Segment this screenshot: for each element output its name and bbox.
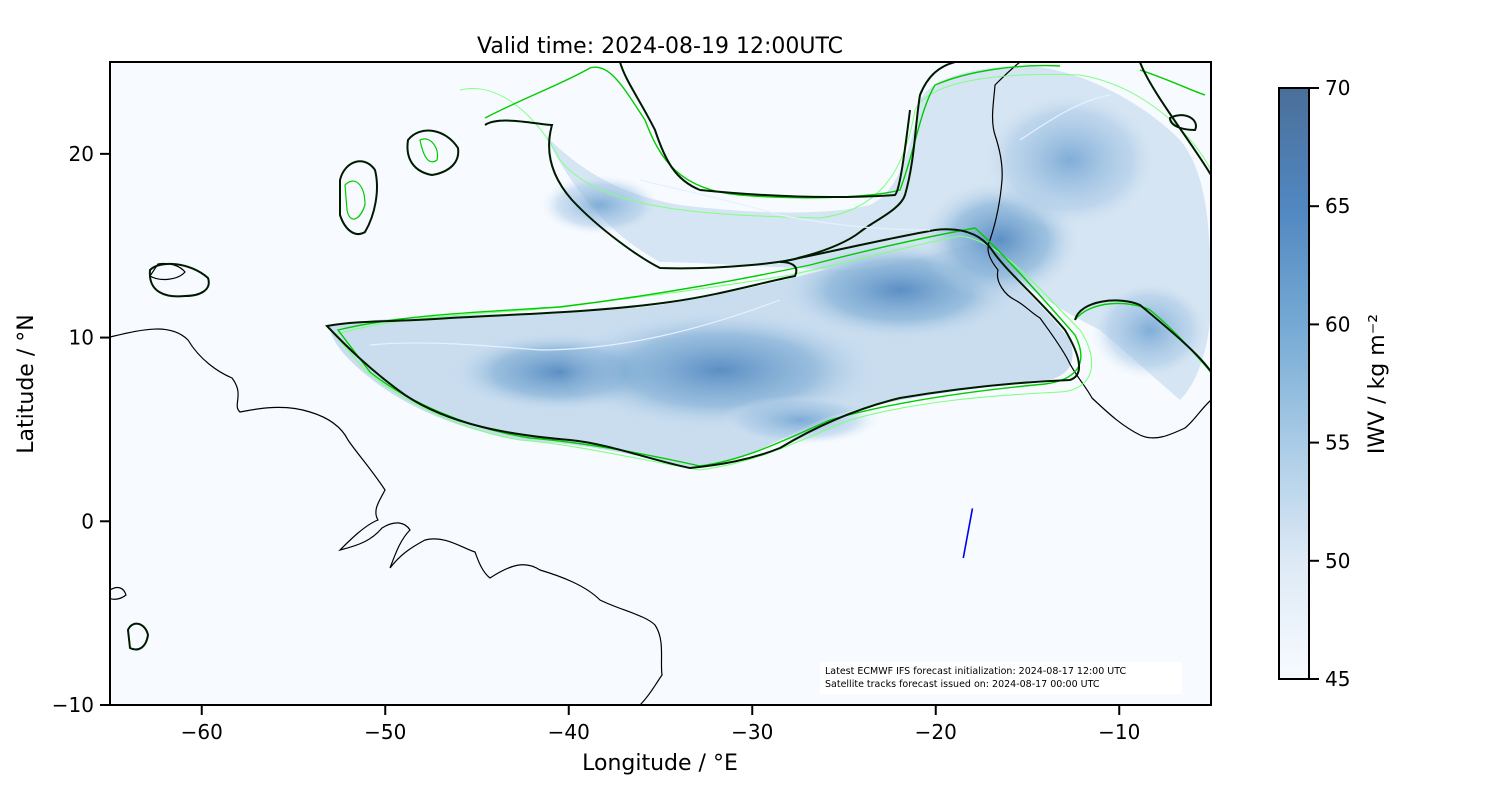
contour-primary-main <box>325 228 1081 470</box>
contours <box>126 62 1211 651</box>
colorbar-tick-label: 65 <box>1325 194 1350 218</box>
annotation-line-2: Satellite tracks forecast issued on: 202… <box>825 679 1100 690</box>
contour-island-b <box>339 160 378 235</box>
colorbar-ticks: 70 65 60 55 50 45 <box>1309 76 1350 691</box>
colorbar-tick-label: 45 <box>1325 667 1350 691</box>
colorbar-label: IWV / kg m⁻² <box>1365 314 1390 454</box>
contour-tertiary-north <box>459 73 1211 219</box>
y-tick-label: 10 <box>69 326 94 350</box>
contour-secondary-north <box>484 64 1061 199</box>
satellite-track-line <box>962 508 974 559</box>
map-title: Valid time: 2024-08-19 12:00UTC <box>477 34 843 59</box>
iwv-core-6 <box>980 90 1160 230</box>
contour-primary-east <box>1074 62 1211 373</box>
x-axis-label: Longitude / °E <box>582 751 738 776</box>
x-tick-label: −10 <box>1098 720 1140 744</box>
x-tick-label: −20 <box>915 720 957 744</box>
x-tick-label: −30 <box>731 720 773 744</box>
contour-primary-north <box>484 62 956 270</box>
iwv-field <box>330 66 1211 468</box>
y-tick-label: 20 <box>69 142 94 166</box>
iwv-core-5 <box>540 175 660 235</box>
map-frame <box>109 61 1212 706</box>
iwv-core-7 <box>720 395 880 445</box>
colorbar-tick-label: 50 <box>1325 549 1350 573</box>
x-tick-label: −60 <box>181 720 223 744</box>
colorbar-gradient <box>1278 87 1310 680</box>
map-panel: Latest ECMWF IFS forecast initialization… <box>110 62 1211 705</box>
contour-island-c <box>148 262 210 298</box>
y-axis-label: Latitude / °N <box>14 314 39 453</box>
x-axis-ticks: −60 −50 −40 −30 −20 −10 <box>181 705 1140 744</box>
contour-island-a <box>406 129 460 177</box>
coastline-africa <box>987 62 1211 439</box>
y-axis-ticks: 20 10 0 −10 <box>52 142 110 717</box>
colorbar-tick-label: 70 <box>1325 76 1350 100</box>
y-tick-label: 0 <box>81 509 94 533</box>
colorbar-tick-label: 55 <box>1325 431 1350 455</box>
x-tick-label: −40 <box>548 720 590 744</box>
colorbar: 70 65 60 55 50 45 IWV / kg m⁻² <box>1278 76 1390 691</box>
coastline-island-2 <box>110 586 127 600</box>
y-tick-label: −10 <box>52 693 94 717</box>
annotation-line-1: Latest ECMWF IFS forecast initialization… <box>825 666 1126 677</box>
contour-light-main <box>369 94 1111 351</box>
contour-island-d <box>126 622 150 651</box>
contour-island-e <box>344 138 439 220</box>
x-tick-label: −50 <box>364 720 406 744</box>
annotation-box <box>820 662 1182 694</box>
coastline-south-america <box>110 328 663 705</box>
colorbar-tick-label: 60 <box>1325 312 1350 336</box>
iwv-core-8 <box>1090 280 1210 380</box>
